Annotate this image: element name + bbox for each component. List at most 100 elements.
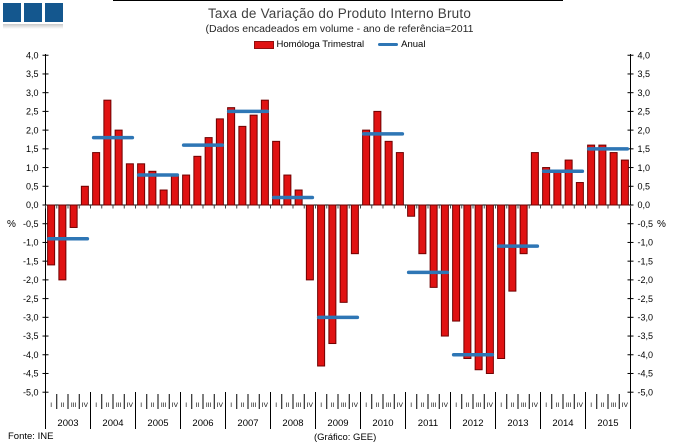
quarter-label: I [50,402,52,409]
year-label: 2007 [237,418,258,429]
bar-2004-IV [125,163,134,206]
chart-subtitle: (Dados encadeados em volume - ano de ref… [205,23,474,35]
year-label: 2014 [552,418,573,429]
left-tick-label: -5,0 [23,387,39,397]
left-tick-label: -1,5 [23,256,39,266]
quarter-label: IV [127,402,134,409]
quarter-label: III [206,402,212,409]
left-tick-label: 4,0 [26,50,39,60]
bar-2013-I [497,204,506,360]
quarter-label: IV [217,402,224,409]
right-tick-label: 3,0 [638,88,651,98]
right-tick-label: -2,5 [638,294,654,304]
chart-title: Taxa de Variação do Produto Interno Brut… [207,6,472,21]
quarter-label: III [296,402,302,409]
left-tick-label: -3,5 [23,331,39,341]
right-tick-label: 4,0 [638,50,651,60]
logo-square-icon [3,3,21,22]
bar-2006-III [204,137,213,206]
quarter-label: IV [577,402,584,409]
bar-2006-II [193,155,202,206]
legend-line-swatch [378,42,399,47]
quarter-label: IV [442,402,449,409]
quarter-label: II [196,402,200,409]
bar-2015-III [609,152,618,206]
quarter-label: I [455,402,457,409]
quarter-label: II [61,402,65,409]
bar-2007-I [227,107,236,206]
bar-2014-IV [575,182,584,206]
source-note: Fonte: INE [8,431,54,442]
quarter-label: II [286,402,290,409]
quarter-label: III [71,402,77,409]
bar-2014-I [542,167,551,206]
bar-2011-II [418,204,427,255]
quarter-label: II [376,402,380,409]
quarter-label: IV [262,402,269,409]
bar-2013-III [519,204,528,255]
bar-2008-IV [305,204,314,281]
quarter-label: III [386,402,392,409]
right-tick-label: 0,0 [638,200,651,210]
bar-2009-III [339,204,348,303]
bar-2004-I [92,152,101,206]
bar-2013-IV [530,152,539,206]
bar-2012-III [474,204,483,371]
left-tick-label: 1,0 [26,163,39,173]
year-label: 2012 [462,418,483,429]
bar-2006-IV [215,118,224,206]
right-percent-label: % [657,219,666,230]
bar-2008-II [283,174,292,206]
year-label: 2005 [147,418,168,429]
left-tick-label: 3,5 [26,69,39,79]
right-tick-label: 2,0 [638,125,651,135]
right-tick-label: -4,0 [638,350,654,360]
quarter-label: II [151,402,155,409]
left-tick-label: -4,5 [23,369,39,379]
right-tick-label: -0,5 [638,219,654,229]
left-tick-label: -2,5 [23,294,39,304]
right-tick-label: 3,5 [638,69,651,79]
year-label: 2004 [102,418,123,429]
quarter-label: III [521,402,527,409]
bar-2009-I [317,204,326,367]
quarter-label: IV [397,402,404,409]
year-label: 2010 [372,418,393,429]
credit-note: (Gráfico: GEE) [314,432,377,443]
quarter-label: I [95,402,97,409]
right-tick-label: -3,0 [638,313,654,323]
quarter-label: II [421,402,425,409]
bar-2005-IV [170,174,179,206]
left-tick-label: 2,0 [26,125,39,135]
quarter-label: IV [82,402,89,409]
left-tick-label: -4,0 [23,350,39,360]
quarter-label: II [241,402,245,409]
quarter-label: III [161,402,167,409]
quarter-label: II [466,402,470,409]
right-tick-label: 1,0 [638,163,651,173]
quarter-label: III [341,402,347,409]
left-percent-label: % [7,219,16,230]
year-label: 2003 [57,418,78,429]
quarter-label: I [275,402,277,409]
quarter-label: III [566,402,572,409]
quarter-label: III [251,402,257,409]
bar-2005-I [137,163,146,206]
quarter-label: I [140,402,142,409]
bar-2012-IV [485,204,494,374]
legend-label-quarterly: Homóloga Trimestral [276,39,365,50]
quarter-label: IV [172,402,179,409]
bar-2011-IV [440,204,449,337]
quarter-label: I [500,402,502,409]
bar-2014-II [553,170,562,206]
quarter-label: I [545,402,547,409]
right-tick-label: -3,5 [638,331,654,341]
bar-2006-I [182,174,191,206]
left-tick-label: 0,5 [26,181,39,191]
quarter-label: IV [487,402,494,409]
logo-square-icon [24,3,42,22]
right-tick-label: -1,0 [638,238,654,248]
bar-2007-III [249,114,258,206]
right-tick-label: -2,0 [638,275,654,285]
year-label: 2013 [507,418,528,429]
